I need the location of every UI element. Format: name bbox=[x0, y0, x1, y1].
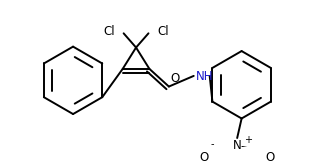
Text: -: - bbox=[211, 139, 214, 149]
Text: Cl: Cl bbox=[157, 25, 169, 38]
Text: O: O bbox=[200, 151, 209, 164]
Text: NH: NH bbox=[196, 70, 213, 83]
Text: +: + bbox=[244, 135, 252, 145]
Text: O: O bbox=[266, 151, 275, 164]
Text: N: N bbox=[233, 139, 242, 152]
Text: Cl: Cl bbox=[103, 25, 115, 38]
Text: O: O bbox=[171, 72, 180, 85]
